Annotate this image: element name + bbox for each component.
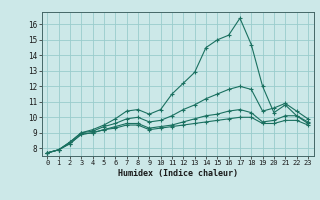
X-axis label: Humidex (Indice chaleur): Humidex (Indice chaleur) <box>118 169 237 178</box>
